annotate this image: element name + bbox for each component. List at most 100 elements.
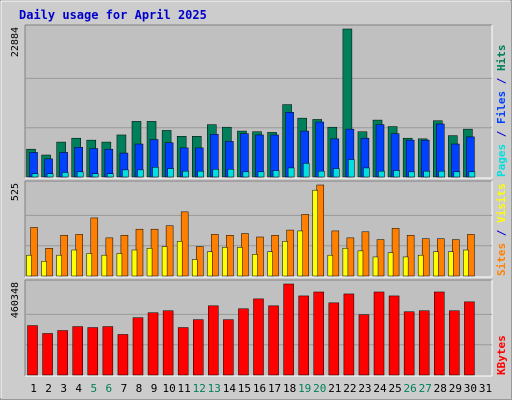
bar-kbytes-day-18: [283, 283, 294, 376]
x-tick-label: 29: [449, 382, 462, 395]
x-tick-label: 22: [343, 382, 356, 395]
bar-visits-day-20: [312, 189, 319, 277]
bar-sites-day-25: [391, 228, 400, 277]
bar-pages-day-20: [318, 170, 325, 178]
bar-visits-day-15: [237, 247, 243, 277]
x-tick-label: 16: [253, 382, 266, 395]
legend-entry-hits: Hits: [495, 45, 508, 72]
legend-entry-kbytes: KBytes: [495, 335, 508, 375]
bar-kbytes-day-27: [418, 310, 430, 376]
bar-files-day-30: [466, 136, 475, 178]
bar-pages-day-9: [152, 167, 159, 178]
legend-text-hits-files-pages: Pages / Files / Hits: [495, 45, 508, 178]
legend-separator: /: [495, 223, 508, 243]
bar-pages-day-26: [408, 171, 415, 178]
x-tick-label: 8: [136, 382, 143, 395]
bar-kbytes-day-30: [464, 301, 475, 376]
x-tick-label: 11: [178, 382, 191, 395]
bar-visits-day-26: [402, 256, 409, 277]
bar-kbytes-day-15: [238, 308, 249, 376]
bar-visits-day-25: [387, 252, 394, 277]
x-tick-label: 24: [373, 382, 387, 395]
bar-kbytes-day-5: [87, 327, 99, 376]
y-max-label-visits-sites: 525: [10, 183, 21, 201]
bar-visits-day-12: [191, 259, 198, 277]
bar-kbytes-day-7: [117, 334, 129, 376]
bar-kbytes-day-26: [403, 311, 415, 376]
bar-pages-day-22: [348, 159, 355, 178]
bar-files-day-20: [315, 121, 325, 178]
legend-entry-visits: Visits: [495, 183, 508, 223]
bar-visits-day-13: [207, 251, 213, 277]
bar-kbytes-day-3: [57, 330, 68, 376]
bar-pages-day-15: [242, 171, 250, 178]
x-tick-label: 28: [434, 382, 447, 395]
x-tick-label: 14: [223, 382, 237, 395]
bar-sites-day-5: [90, 217, 99, 277]
x-tick-label: 1: [30, 382, 37, 395]
bar-visits-day-5: [86, 253, 93, 277]
bar-pages-day-24: [378, 170, 385, 178]
bar-visits-day-2: [41, 261, 47, 277]
bar-kbytes-day-20: [313, 291, 325, 376]
x-tick-label: 4: [75, 382, 82, 395]
x-tick-label: 12: [193, 382, 206, 395]
bar-visits-day-16: [252, 254, 258, 277]
legend-entry-sites: Sites: [495, 243, 508, 276]
bar-files-day-26: [405, 139, 415, 178]
bar-visits-day-19: [297, 230, 303, 277]
bar-files-day-5: [89, 148, 99, 178]
bar-visits-day-23: [357, 250, 364, 277]
bar-sites-day-21: [331, 230, 340, 277]
bar-visits-day-6: [101, 254, 108, 277]
legend-separator: /: [495, 71, 508, 91]
bar-pages-day-11: [182, 170, 189, 178]
bar-visits-day-17: [267, 251, 273, 277]
bar-kbytes-day-12: [192, 319, 204, 376]
bar-kbytes-day-21: [328, 302, 340, 376]
bar-pages-day-3: [61, 172, 69, 178]
bar-visits-day-7: [116, 253, 123, 277]
x-tick-label: 9: [151, 382, 158, 395]
bar-kbytes-day-29: [449, 310, 460, 376]
bar-kbytes-day-22: [343, 293, 355, 376]
bar-visits-day-27: [417, 254, 424, 277]
bar-pages-day-28: [438, 170, 446, 178]
bar-kbytes-day-28: [434, 291, 445, 376]
bar-kbytes-day-16: [253, 298, 264, 376]
x-tick-label: 13: [208, 382, 221, 395]
bar-kbytes-day-9: [147, 312, 159, 376]
bar-visits-day-22: [342, 248, 349, 277]
bar-visits-day-28: [433, 251, 439, 277]
bar-visits-day-10: [161, 246, 168, 277]
bar-pages-day-2: [46, 173, 54, 178]
bar-pages-day-18: [287, 167, 295, 178]
bar-kbytes-day-14: [223, 319, 234, 376]
legend-kbytes: KBytes: [495, 335, 508, 375]
bar-pages-day-19: [302, 163, 310, 178]
legend-entry-files: Files: [495, 91, 508, 124]
bar-visits-day-24: [372, 256, 379, 277]
bar-pages-day-13: [212, 168, 220, 178]
x-tick-label: 10: [162, 382, 175, 395]
bar-visits-day-1: [26, 254, 32, 277]
bar-pages-day-14: [227, 168, 235, 178]
bar-sites-day-26: [406, 235, 415, 277]
bar-pages-day-6: [107, 173, 114, 178]
bar-files-day-24: [375, 124, 385, 178]
x-tick-label: 21: [328, 382, 341, 395]
legend-visits-sites: Sites / Visits: [495, 183, 508, 276]
bar-kbytes-day-10: [162, 310, 174, 376]
bar-kbytes-day-1: [27, 325, 38, 376]
bar-pages-day-1: [31, 173, 39, 178]
bar-kbytes-day-25: [388, 295, 400, 376]
bar-pages-day-7: [122, 169, 129, 178]
panel-hits-files-pages: 22884 Pages / Files / Hits: [10, 24, 508, 179]
bar-files-day-6: [104, 148, 114, 178]
x-tick-label: 17: [268, 382, 281, 395]
bar-visits-day-14: [222, 247, 228, 277]
x-tick-label: 27: [419, 382, 432, 395]
bar-visits-day-21: [327, 254, 334, 277]
legend-text-kbytes: KBytes: [495, 335, 508, 375]
